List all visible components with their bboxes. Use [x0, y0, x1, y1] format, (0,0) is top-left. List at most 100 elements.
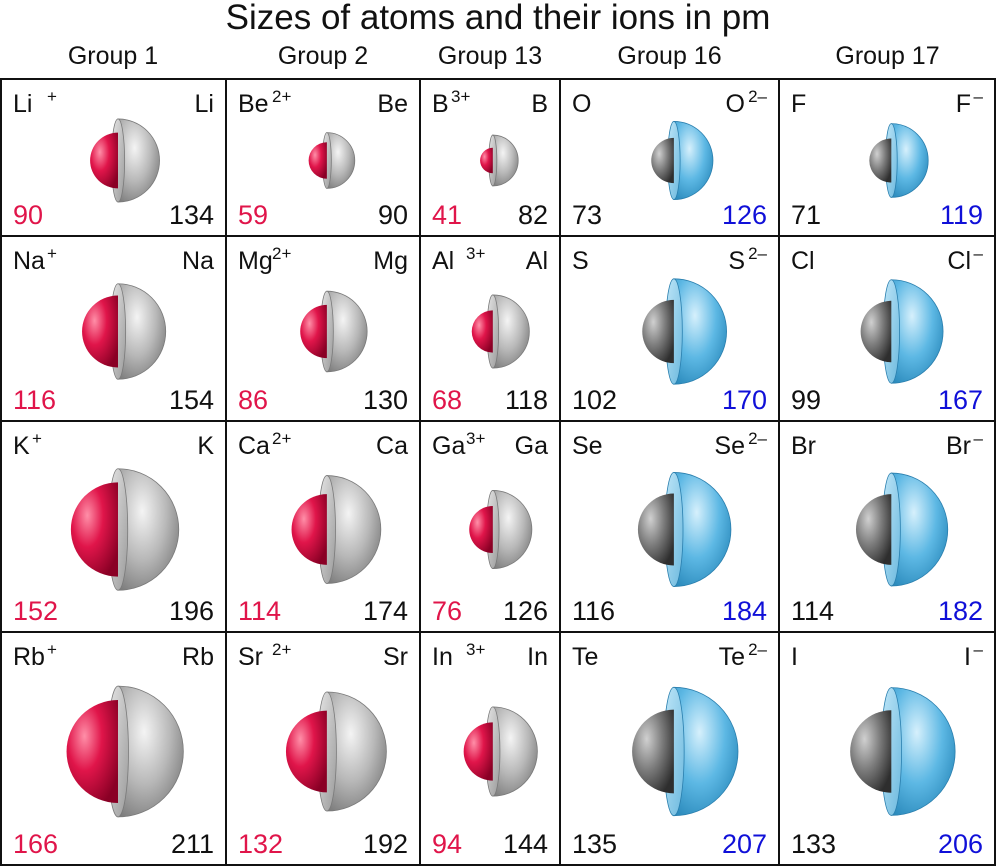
- ion-radius: 132: [238, 829, 283, 859]
- ion-sphere-br: [890, 472, 949, 587]
- ion-symbol: Sr: [238, 643, 263, 671]
- atom-sphere-al: [492, 294, 530, 369]
- atom-sphere-se: [637, 493, 674, 566]
- atom-symbol: Ca: [376, 432, 408, 460]
- ion-charge: 3+: [451, 87, 470, 106]
- ion-symbol: B: [432, 90, 449, 118]
- cell-al: Al 3+ Al 68 118: [432, 244, 548, 415]
- ion-charge: +: [32, 429, 42, 448]
- ion-sphere-b: [480, 147, 493, 174]
- ion-sphere-f: [890, 123, 929, 198]
- atom-symbol: Ga: [515, 432, 548, 460]
- ion-radius: 90: [13, 200, 43, 230]
- ion-sphere-rb: [66, 700, 118, 803]
- ion-radius: 207: [722, 829, 767, 859]
- ion-symbol: S: [728, 247, 745, 275]
- atom-sphere-br: [855, 494, 892, 565]
- atom-sphere-in: [492, 706, 538, 797]
- atom-sphere-ca: [326, 475, 382, 584]
- ion-sphere-in: [463, 722, 493, 781]
- atom-sphere-na: [117, 283, 167, 380]
- ion-symbol: Be: [238, 90, 269, 118]
- atom-symbol: I: [791, 643, 798, 671]
- ion-charge: –: [974, 640, 984, 659]
- ion-charge: 2+: [272, 429, 291, 448]
- ion-sphere-ga: [469, 505, 493, 554]
- ion-charge: +: [47, 640, 57, 659]
- ion-symbol: Na: [13, 247, 45, 275]
- ion-radius: 206: [938, 829, 983, 859]
- ion-radius: 167: [938, 385, 983, 415]
- atom-radius: 71: [791, 200, 821, 230]
- ion-charge: 2–: [748, 244, 767, 263]
- ion-sphere-ca: [291, 494, 327, 565]
- ion-sphere-li: [90, 132, 118, 189]
- ion-symbol: Ca: [238, 432, 270, 460]
- ion-radius: 170: [722, 385, 767, 415]
- atom-sphere-sr: [326, 691, 387, 812]
- atom-symbol: Te: [572, 643, 598, 671]
- ion-radius: 41: [432, 200, 462, 230]
- atom-symbol: Sr: [383, 643, 408, 671]
- ion-symbol: In: [432, 643, 453, 671]
- ion-charge: 2+: [272, 640, 291, 659]
- ion-sphere-sr: [285, 710, 327, 793]
- ion-radius: 152: [13, 596, 58, 626]
- ion-radius: 166: [13, 829, 58, 859]
- ion-radius: 116: [13, 385, 56, 415]
- ion-charge: 3+: [466, 640, 485, 659]
- ion-radius: 94: [432, 829, 462, 859]
- ion-sphere-i: [890, 687, 956, 816]
- atom-sphere-k: [117, 468, 180, 591]
- atom-radius: 154: [169, 385, 214, 415]
- atom-sphere-i: [850, 710, 892, 793]
- ion-symbol: K: [13, 432, 30, 460]
- ion-radius: 59: [238, 200, 268, 230]
- ion-symbol: Mg: [238, 247, 273, 275]
- cell-o: O 2–O73 126: [572, 87, 768, 230]
- atom-sphere-cl: [860, 300, 892, 363]
- atom-sphere-be: [326, 132, 356, 189]
- atom-radius: 102: [572, 385, 617, 415]
- group-17-header: Group 17: [835, 42, 940, 70]
- ion-charge: 3+: [466, 429, 485, 448]
- atom-symbol: Mg: [373, 247, 408, 275]
- atom-sphere-ga: [492, 490, 533, 569]
- ion-charge: –: [974, 429, 984, 448]
- atom-symbol: Be: [377, 90, 408, 118]
- ion-sphere-se: [673, 472, 732, 587]
- atom-sphere-f: [869, 138, 892, 183]
- cell-b: B 3+ B41 82: [432, 87, 548, 230]
- atom-radius: 118: [505, 385, 548, 415]
- ion-symbol: Te: [719, 643, 745, 671]
- atom-radius: 192: [363, 829, 408, 859]
- ion-symbol: F: [956, 90, 971, 118]
- atom-radius: 99: [791, 385, 821, 415]
- ion-radius: 68: [432, 385, 462, 415]
- group-13-header: Group 13: [437, 42, 543, 70]
- atom-symbol: K: [197, 432, 214, 460]
- atom-sphere-rb: [117, 685, 184, 818]
- atom-radius: 174: [363, 596, 408, 626]
- atom-symbol: In: [527, 643, 548, 671]
- atom-symbol: Li: [195, 90, 214, 118]
- cell-f: F –F71 119: [791, 87, 984, 230]
- cell-li: Li + Li 90 134: [13, 87, 214, 230]
- atom-sphere-o: [651, 137, 674, 184]
- atom-symbol: Br: [791, 432, 816, 460]
- cell-sr: Sr 2+ Sr 132 192: [238, 640, 408, 859]
- atom-symbol: B: [531, 90, 548, 118]
- atom-radius: 73: [572, 200, 602, 230]
